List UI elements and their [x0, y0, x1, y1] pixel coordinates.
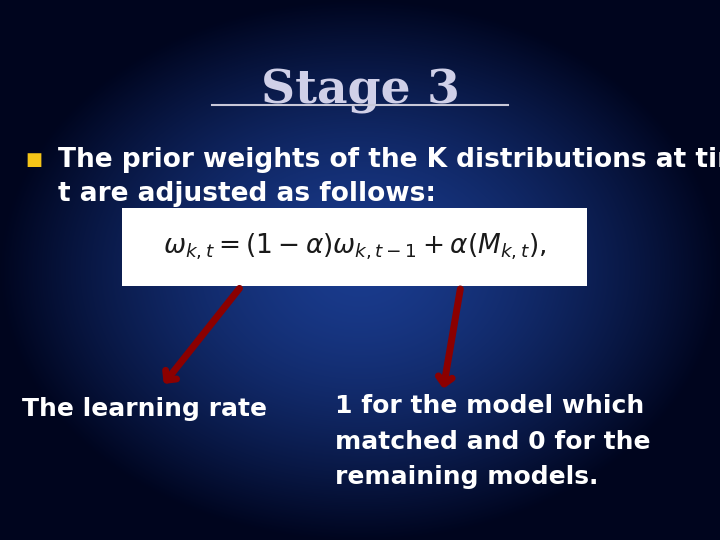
FancyBboxPatch shape — [122, 208, 587, 286]
Text: $\omega_{k,t} = (1 - \alpha)\omega_{k,t-1} + \alpha(M_{k,t}),$: $\omega_{k,t} = (1 - \alpha)\omega_{k,t-… — [163, 232, 546, 262]
Text: 1 for the model which
matched and 0 for the
remaining models.: 1 for the model which matched and 0 for … — [335, 394, 650, 489]
Text: Stage 3: Stage 3 — [261, 68, 459, 113]
Text: ■: ■ — [25, 151, 42, 169]
Text: t are adjusted as follows:: t are adjusted as follows: — [58, 181, 436, 207]
Text: The prior weights of the K distributions at time: The prior weights of the K distributions… — [58, 147, 720, 173]
Text: The learning rate: The learning rate — [22, 397, 266, 421]
